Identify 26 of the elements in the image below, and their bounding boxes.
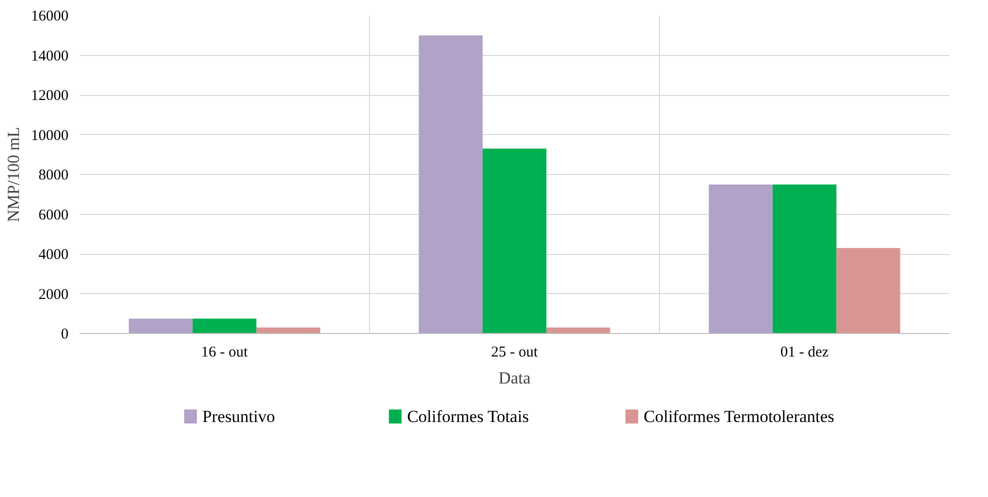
y-tick-label: 16000 [31, 8, 68, 24]
x-tick-label: 16 - out [201, 344, 249, 360]
legend-label: Coliformes Termotolerantes [644, 407, 834, 426]
y-tick-label: 14000 [31, 48, 68, 64]
x-tick-label: 25 - out [491, 344, 539, 360]
bar [836, 248, 900, 334]
y-tick-label: 6000 [38, 207, 68, 224]
bar [192, 318, 256, 334]
bar [546, 328, 610, 334]
bar [772, 184, 836, 334]
legend-label: Coliformes Totais [407, 407, 529, 426]
bar [418, 35, 483, 334]
y-tick-label: 8000 [38, 168, 68, 184]
legend-label: Presuntivo [202, 407, 276, 426]
y-tick-label: 10000 [31, 128, 68, 144]
bar [708, 184, 773, 334]
x-tick-label: 01 - dez [780, 344, 829, 360]
y-tick-label: 4000 [38, 247, 68, 263]
y-tick-label: 12000 [31, 88, 68, 104]
x-axis-title: Data [498, 368, 531, 388]
y-tick-label: 2000 [38, 286, 68, 303]
y-tick-label: 0 [61, 326, 68, 342]
bar [256, 328, 320, 334]
y-axis-title: NMP/100 mL [4, 127, 23, 222]
bar [482, 148, 546, 334]
bar [128, 318, 193, 334]
